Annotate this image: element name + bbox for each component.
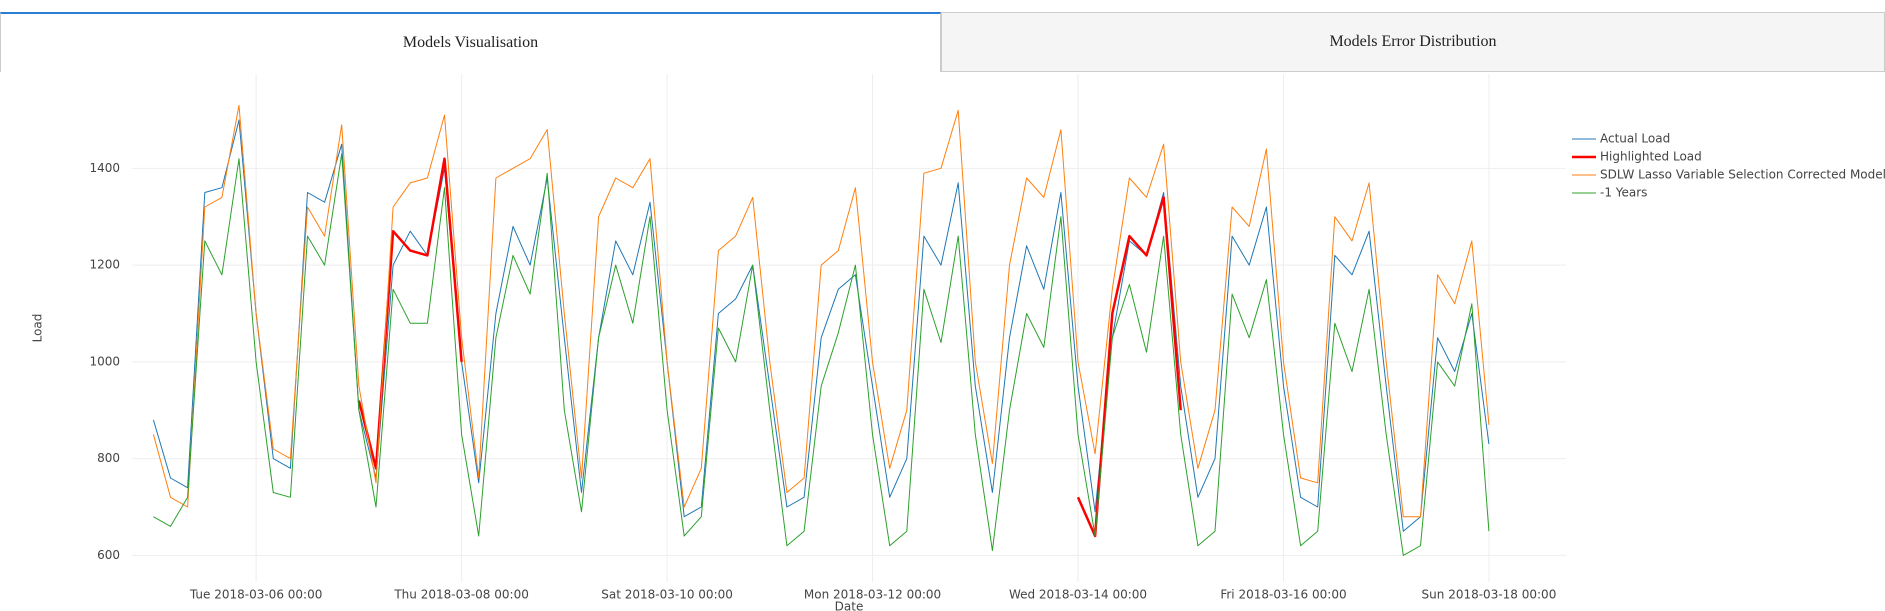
line-series	[152, 104, 1490, 518]
tab-bar: Models Visualisation Models Error Distrib…	[0, 12, 1885, 74]
tab[interactable]: Models Visualisation	[0, 12, 941, 72]
x-tick-label: Wed 2018-03-14 00:00	[1009, 588, 1147, 602]
legend-label: -1 Years	[1600, 186, 1647, 200]
x-tick-label: Tue 2018-03-06 00:00	[189, 588, 322, 602]
y-axis-label: Load	[31, 314, 45, 343]
x-tick-label: Thu 2018-03-08 00:00	[393, 588, 529, 602]
y-tick-label: 600	[97, 548, 120, 562]
tab[interactable]: Models Error Distribution	[941, 12, 1885, 72]
line-series	[357, 157, 1182, 538]
y-tick-label: 1400	[89, 161, 120, 175]
y-tick-label: 1200	[89, 258, 120, 272]
x-tick-label: Sun 2018-03-18 00:00	[1422, 588, 1557, 602]
x-tick-label: Sat 2018-03-10 00:00	[601, 588, 733, 602]
line-series	[153, 153, 1490, 556]
legend-label: Highlighted Load	[1600, 150, 1702, 164]
legend-label: SDLW Lasso Variable Selection Corrected …	[1600, 168, 1885, 182]
y-tick-label: 800	[97, 451, 120, 465]
x-tick-label: Fri 2018-03-16 00:00	[1220, 588, 1346, 602]
y-tick-label: 1000	[89, 354, 120, 368]
x-axis-label: Date	[835, 600, 864, 611]
x-tick-label: Mon 2018-03-12 00:00	[804, 588, 941, 602]
legend-label: Actual Load	[1600, 132, 1670, 146]
